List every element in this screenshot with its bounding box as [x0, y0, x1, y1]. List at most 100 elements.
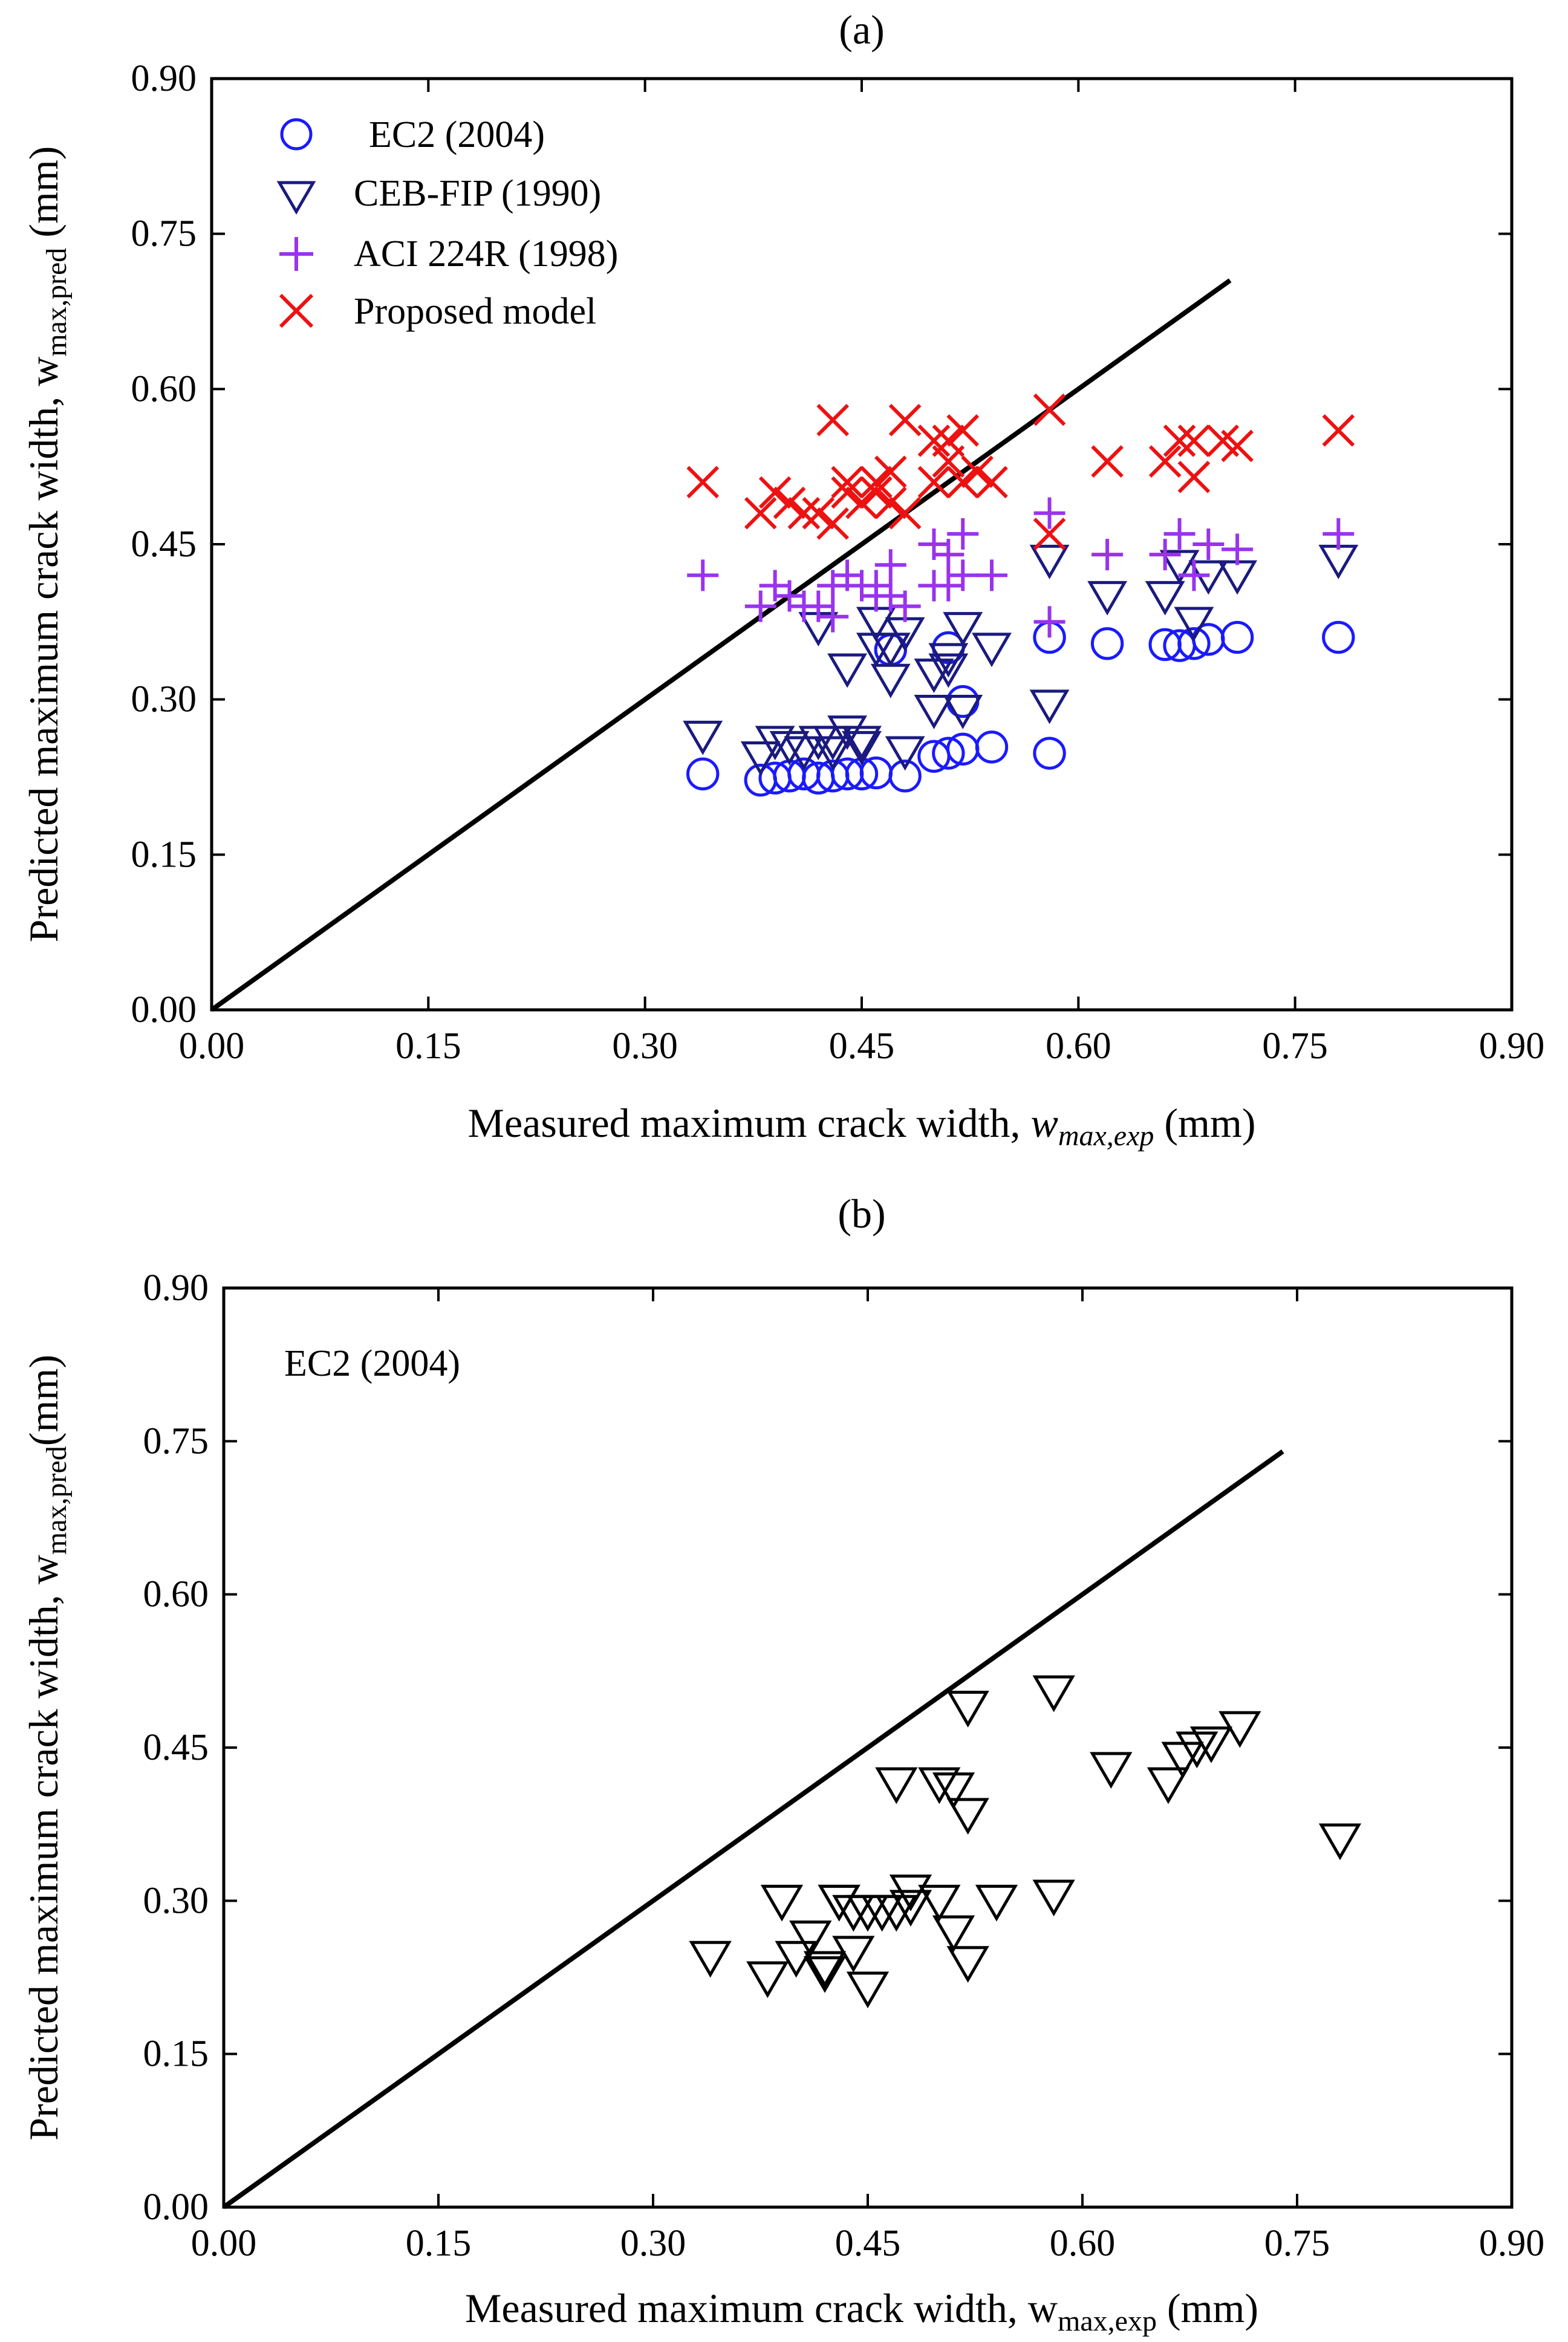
data-point-plus: [1033, 606, 1065, 638]
legend-item-ec2: EC2 (2004): [280, 114, 545, 155]
data-point-x: [1177, 424, 1211, 457]
data-point-plus: [1091, 539, 1124, 571]
legend-marker-triangle: [276, 181, 316, 215]
x-tick-label: 0.90: [1479, 2223, 1545, 2264]
x-tick-label: 0.15: [406, 2223, 472, 2264]
data-point-triangle: [789, 1921, 832, 1957]
data-point-triangle: [928, 643, 969, 678]
data-point-triangle: [889, 1890, 932, 1927]
data-point-triangle: [1174, 607, 1214, 642]
data-point-triangle: [1145, 581, 1185, 616]
data-point-triangle: [870, 663, 911, 698]
data-point-triangle: [918, 1767, 961, 1804]
data-point-x: [758, 476, 792, 509]
panel-a-data-points: [683, 393, 1359, 797]
data-point-plus: [1149, 539, 1181, 571]
data-point-circle: [1033, 737, 1066, 770]
x-tick-label: 0.60: [1046, 1026, 1111, 1067]
data-point-triangle: [1318, 1823, 1362, 1861]
data-point-plus: [1033, 497, 1065, 529]
data-point-triangle: [832, 1936, 875, 1973]
data-point-triangle: [932, 1772, 975, 1809]
legend-marker-x: [279, 293, 314, 328]
legend-label-proposed: Proposed model: [354, 291, 596, 332]
data-point-triangle: [842, 726, 882, 761]
data-point-triangle: [875, 1767, 918, 1804]
panel-b-reference-line: [222, 1449, 1284, 2210]
x-tick-label: 0.00: [179, 1026, 245, 1067]
data-point-plus: [874, 549, 906, 581]
x-tick-label: 0.45: [835, 2223, 901, 2264]
data-point-triangle: [946, 1946, 989, 1983]
data-point-triangle: [803, 1951, 847, 1988]
data-point-x: [874, 455, 907, 489]
data-point-x: [961, 455, 994, 489]
x-tick-label: 0.00: [191, 2223, 257, 2264]
x-tick-label: 0.45: [829, 1026, 895, 1067]
data-point-triangle: [1318, 544, 1359, 579]
x-tick-label: 0.75: [1262, 1026, 1328, 1067]
data-point-plus: [687, 559, 719, 591]
data-point-triangle: [885, 736, 925, 771]
legend-item-ceb-fip: CEB-FIP (1990): [276, 173, 601, 215]
data-point-triangle: [683, 720, 723, 755]
data-point-x: [860, 476, 893, 509]
data-point-triangle: [803, 1956, 847, 1993]
data-point-triangle: [1217, 560, 1258, 595]
data-point-x: [1033, 518, 1066, 550]
legend-label-ceb-fip: CEB-FIP (1990): [354, 173, 601, 214]
data-point-plus: [947, 559, 979, 591]
data-point-plus: [976, 559, 1007, 591]
panel-a-reference-line: [210, 278, 1232, 1012]
data-point-x: [686, 466, 720, 499]
data-point-circle: [1177, 627, 1211, 660]
data-point-x: [787, 496, 821, 530]
data-point-x: [917, 424, 951, 457]
data-point-x: [816, 507, 850, 540]
data-point-x: [917, 466, 951, 499]
x-tick-label: 0.60: [1050, 2223, 1116, 2264]
data-point-triangle: [914, 659, 954, 694]
y-tick-label: 0.75: [143, 1420, 209, 1462]
data-point-plus: [817, 600, 849, 633]
data-point-x: [1322, 414, 1355, 447]
x-tick-label: 0.75: [1264, 2223, 1330, 2264]
legend-item-proposed: Proposed model: [279, 291, 596, 332]
data-point-triangle: [1189, 1726, 1233, 1763]
data-point-x: [860, 466, 893, 499]
y-tick-label: 0.30: [143, 1880, 209, 1921]
data-point-plus: [932, 539, 965, 571]
y-tick-label: 0.15: [131, 834, 197, 875]
data-point-triangle: [928, 653, 969, 688]
data-point-x: [975, 466, 1008, 499]
data-point-triangle: [946, 1691, 989, 1728]
data-point-plus: [889, 590, 921, 622]
data-point-triangle: [1161, 1742, 1204, 1779]
data-point-x: [1163, 424, 1196, 457]
data-point-triangle: [1032, 1879, 1075, 1917]
data-point-triangle: [818, 1884, 860, 1922]
data-point-triangle: [1147, 1767, 1190, 1804]
data-point-plus: [947, 518, 979, 550]
x-tick-label: 0.15: [395, 1026, 461, 1067]
data-point-x: [932, 445, 965, 478]
data-point-triangle: [1032, 1675, 1075, 1713]
data-point-x: [946, 414, 980, 447]
data-point-circle: [1220, 620, 1254, 654]
data-point-x: [831, 476, 864, 509]
data-point-triangle: [972, 633, 1012, 668]
data-point-triangle: [813, 736, 853, 771]
x-tick-label: 0.30: [612, 1026, 678, 1067]
panel-b-x-tick-labels: 0.00 0.15 0.30 0.45 0.60 0.75 0.90: [191, 2223, 1545, 2264]
data-point-x: [1033, 393, 1066, 426]
panel-b-annotation: EC2 (2004): [284, 1343, 460, 1384]
data-point-triangle: [760, 1884, 804, 1922]
panel-b-y-tick-labels: 0.00 0.15 0.30 0.45 0.60 0.75 0.90: [143, 1267, 209, 2228]
data-point-x: [845, 486, 878, 519]
panel-a-ticks: [210, 77, 1513, 1011]
y-tick-label: 0.90: [143, 1267, 209, 1309]
data-point-triangle: [1087, 581, 1128, 616]
data-point-triangle: [1218, 1711, 1261, 1748]
legend-label-ec2: EC2 (2004): [369, 114, 545, 155]
